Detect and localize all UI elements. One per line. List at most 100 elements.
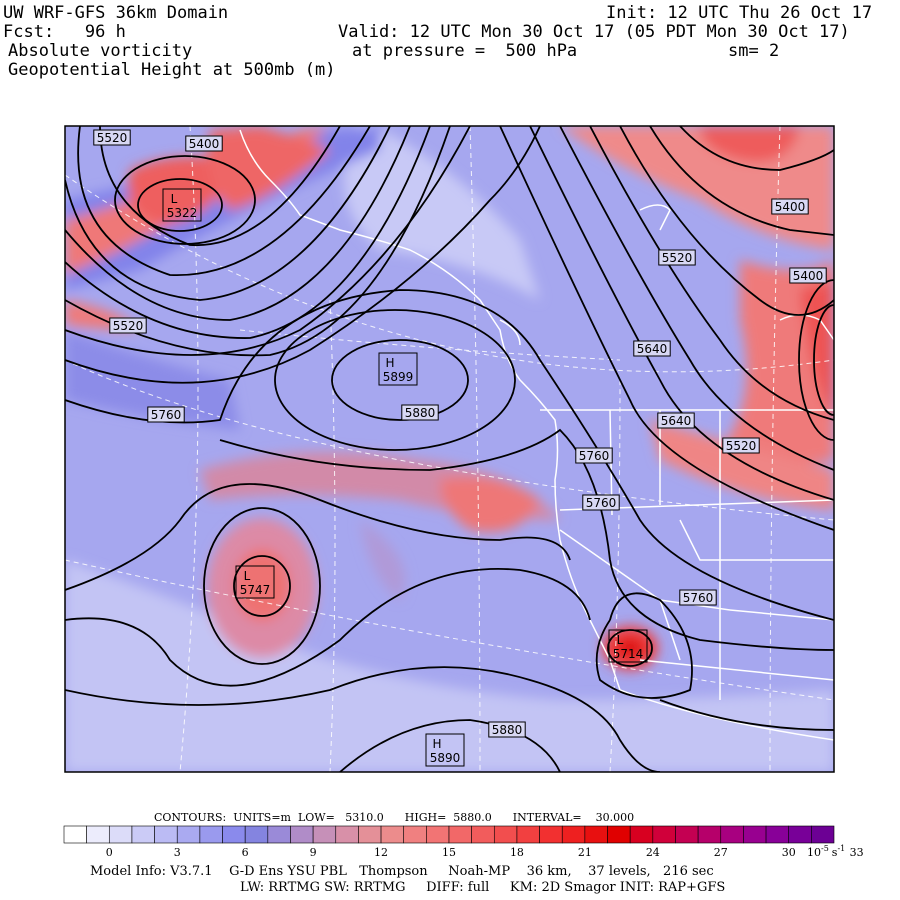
svg-text:5520: 5520 [97,131,128,145]
colorbar-swatch [561,825,586,844]
colorbar-swatch [607,825,631,844]
colorbar-swatch [290,825,314,844]
colorbar-swatch [448,825,472,844]
svg-text:5760: 5760 [586,496,617,510]
svg-text:5760: 5760 [151,408,182,422]
svg-text:5899: 5899 [383,370,414,384]
contour-label: 5400 [771,198,809,215]
contour-label: 5640 [633,340,671,357]
colorbar-swatch [222,825,246,844]
svg-text:5760: 5760 [579,449,610,463]
svg-text:5520: 5520 [113,319,144,333]
model-title: UW WRF-GFS 36km Domain [3,3,229,23]
colorbar-tick-label: 30 [782,846,796,859]
colorbar-swatch [720,825,744,844]
colorbar-tick-label: 15 [442,846,456,859]
contour-label: 5520 [109,317,147,334]
height-contours [65,126,834,772]
colorbar-swatch [154,825,178,844]
smoothing-label: sm= 2 [728,41,780,61]
colorbar-swatch [539,825,563,844]
svg-text:L: L [244,569,251,583]
colorbar-swatch [426,825,450,844]
svg-text:5640: 5640 [637,342,668,356]
colorbar-tick-label: 27 [714,846,728,859]
svg-text:5760: 5760 [683,591,714,605]
colorbar-swatch [788,825,812,844]
contour-label: 5520 [722,437,760,454]
svg-text:5400: 5400 [775,200,806,214]
svg-text:L: L [617,633,624,647]
valid-time: Valid: 12 UTC Mon 30 Oct 17 (05 PDT Mon … [338,22,850,42]
colorbar-swatch [108,825,133,844]
colorbar-tick-label: 33 [850,846,864,859]
colorbar-swatch [199,825,223,844]
colorbar-swatch [63,825,87,844]
svg-text:5890: 5890 [430,751,461,765]
contour-label: 5640 [657,412,695,429]
colorbar-tick-label: 6 [242,846,249,859]
svg-text:5880: 5880 [492,723,523,737]
contour-label: 5520 [93,129,131,146]
colorbar-swatch [471,825,495,844]
colorbar-swatch [267,825,291,844]
colorbar-tick-label: 3 [174,846,181,859]
contour-label: 5880 [488,721,526,738]
colorbar-swatch [516,825,540,844]
contour-info: CONTOURS: UNITS=m LOW= 5310.0 HIGH= 5880… [154,811,635,824]
svg-text:5520: 5520 [662,251,693,265]
colorbar-swatch [176,825,201,844]
colorbar-tick-label: 0 [106,846,113,859]
graticule [65,126,834,772]
colorbar-swatch [811,825,835,844]
colorbar-swatch [403,825,427,844]
colorbar-swatch [697,825,722,844]
svg-text:5400: 5400 [189,137,220,151]
svg-text:5520: 5520 [726,439,757,453]
colorbar-tick-label: 24 [646,846,660,859]
forecast-hour: Fcst: 96 h [3,22,126,42]
svg-text:5747: 5747 [240,583,271,597]
colorbar-swatch [312,825,337,844]
contour-label: 5760 [582,494,620,511]
contour-label: 5400 [789,267,827,284]
svg-text:5322: 5322 [167,206,198,220]
svg-text:H: H [385,356,394,370]
colorbar-swatch [743,825,767,844]
contour-label: 5520 [658,249,696,266]
colorbar-swatch [584,825,608,844]
init-time: Init: 12 UTC Thu 26 Oct 17 [606,3,873,23]
colorbar-swatch [652,825,676,844]
field-name-vorticity: Absolute vorticity [8,41,193,61]
contour-label: 5760 [679,589,717,606]
colorbar-tick-label: 9 [310,846,317,859]
model-info-line2: LW: RRTMG SW: RRTMG DIFF: full KM: 2D Sm… [240,880,726,895]
svg-text:H: H [432,737,441,751]
colorbar-swatch [765,825,790,844]
pressure-level: at pressure = 500 hPa [352,41,578,61]
contour-label: 5880 [401,404,439,421]
colorbar-swatch [493,825,518,844]
colorbar-swatch [244,825,269,844]
colorbar-swatch [335,825,359,844]
colorbar-swatch [380,825,405,844]
colorbar-swatch [131,825,155,844]
contour-label: 5760 [575,447,613,464]
colorbar-swatch [675,825,699,844]
svg-text:5714: 5714 [613,647,644,661]
contour-label: 5760 [147,406,185,423]
colorbar-swatch [86,825,110,844]
svg-text:L: L [171,192,178,206]
svg-text:5640: 5640 [661,414,692,428]
colorbar-tick-label: 18 [510,846,524,859]
colorbar-swatch [629,825,654,844]
contour-label-layer: 5520 5400 5520 5400 5520 5400 5640 5760 5880 5640… [93,129,827,738]
